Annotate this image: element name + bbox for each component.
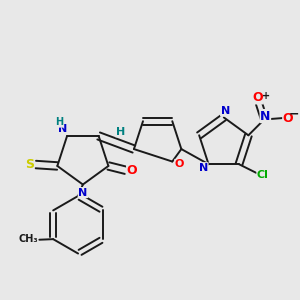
Text: +: + xyxy=(262,92,270,101)
Text: O: O xyxy=(127,164,137,177)
Text: O: O xyxy=(253,91,263,104)
Text: −: − xyxy=(289,107,300,121)
Text: Cl: Cl xyxy=(257,169,269,180)
Text: N: N xyxy=(220,106,230,116)
Text: CH₃: CH₃ xyxy=(18,234,38,244)
Text: N: N xyxy=(260,110,271,122)
Text: N: N xyxy=(199,163,208,173)
Text: O: O xyxy=(283,112,293,124)
Text: H: H xyxy=(55,117,63,127)
Text: S: S xyxy=(25,158,34,171)
Text: O: O xyxy=(175,159,184,170)
Text: N: N xyxy=(78,188,88,198)
Text: N: N xyxy=(58,124,68,134)
Text: H: H xyxy=(116,127,125,137)
